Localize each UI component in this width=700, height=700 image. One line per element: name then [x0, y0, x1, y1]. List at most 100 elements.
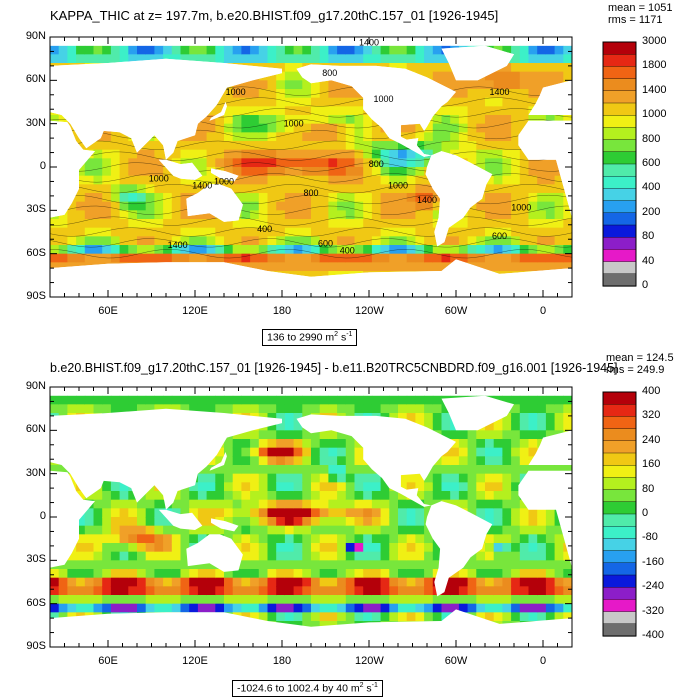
top-field-cell — [163, 167, 173, 177]
top-colorbar-label: 1400 — [642, 83, 667, 96]
top-colorbar-box — [602, 102, 637, 116]
top-field-cell — [258, 54, 269, 64]
top-field-cell — [502, 97, 512, 107]
top-colorbar-box — [602, 273, 637, 287]
bottom-field-cell — [241, 491, 251, 501]
bottom-field-cell — [519, 508, 530, 518]
top-field-cell — [398, 54, 408, 64]
bottom-field-cell — [224, 447, 234, 457]
bottom-field-cell — [380, 508, 390, 518]
bottom-field-cell — [502, 447, 512, 457]
bottom-field-cell — [467, 586, 477, 596]
top-field-cell — [119, 193, 129, 203]
bottom-field-cell — [102, 395, 112, 405]
top-field-cell — [197, 175, 208, 185]
top-field-cell — [163, 193, 173, 203]
top-field-cell — [337, 80, 347, 90]
bottom-field-cell — [137, 499, 147, 509]
bottom-field-cell — [458, 569, 469, 579]
top-field-cell — [206, 54, 216, 64]
bottom-field-cell — [563, 577, 572, 587]
bottom-lat-label: 90N — [25, 380, 46, 392]
top-field-cell — [458, 141, 469, 151]
top-field-cell — [537, 245, 547, 255]
top-field-cell — [50, 253, 60, 263]
top-field-cell — [58, 227, 68, 237]
top-field-cell — [476, 149, 486, 159]
top-field-cell — [110, 227, 121, 237]
bottom-field-cell — [476, 499, 486, 509]
top-field-cell — [363, 227, 373, 237]
top-field-cell — [363, 132, 373, 142]
top-field-cell — [232, 97, 242, 107]
bottom-field-cell — [554, 517, 564, 527]
top-field-cell — [415, 45, 425, 55]
bottom-field-cell — [284, 491, 295, 501]
bottom-field-cell — [380, 603, 390, 613]
top-field-cell — [458, 219, 469, 229]
top-field-cell — [293, 245, 303, 255]
top-field-cell — [258, 149, 269, 159]
bottom-field-cell — [102, 595, 112, 605]
bottom-field-cell — [415, 413, 425, 423]
bottom-field-cell — [250, 525, 260, 535]
bottom-field-cell — [302, 465, 312, 475]
top-field-cell — [337, 236, 347, 246]
top-field-cell — [528, 184, 538, 194]
bottom-field-cell — [293, 577, 303, 587]
top-field-cell — [337, 219, 347, 229]
bottom-field-cell — [328, 577, 338, 587]
top-contour-label: 1400 — [417, 195, 437, 205]
bottom-field-cell — [102, 404, 112, 414]
bottom-field-cell — [493, 560, 503, 570]
bottom-field-cell — [215, 465, 225, 475]
top-field-cell — [171, 184, 182, 194]
top-field-cell — [493, 132, 503, 142]
bottom-field-cell — [319, 499, 329, 509]
bottom-lat-label: 30S — [26, 553, 46, 566]
top-field-cell — [284, 227, 295, 237]
bottom-field-cell — [258, 551, 269, 561]
top-field-cell — [493, 167, 503, 177]
top-field-cell — [493, 236, 503, 246]
bottom-field-cell — [154, 508, 164, 518]
top-field-cell — [302, 227, 312, 237]
bottom-field-cell — [311, 551, 321, 561]
top-field-cell — [389, 63, 399, 73]
bottom-field-cell — [371, 586, 382, 596]
top-field-cell — [476, 219, 486, 229]
bottom-field-cell — [197, 473, 208, 483]
top-field-cell — [267, 245, 277, 255]
bottom-field-cell — [406, 595, 416, 605]
top-field-cell — [328, 262, 338, 272]
bottom-field-cell — [250, 603, 260, 613]
bottom-field-cell — [110, 499, 121, 509]
bottom-field-cell — [511, 569, 521, 579]
bottom-field-cell — [189, 534, 199, 544]
top-field-cell — [189, 184, 199, 194]
top-field-cell — [502, 184, 512, 194]
top-field-cell — [380, 236, 390, 246]
top-field-cell — [241, 132, 251, 142]
top-field-cell — [398, 149, 408, 159]
top-field-cell — [537, 63, 547, 73]
top-land-mask-overlay — [211, 168, 239, 182]
top-field-cell — [389, 167, 399, 177]
top-field-cell — [128, 245, 138, 255]
top-field-cell — [137, 175, 147, 185]
top-field-cell — [302, 80, 312, 90]
top-field-cell — [232, 141, 242, 151]
bottom-field-cell — [528, 439, 538, 449]
top-field-cell — [502, 123, 512, 133]
top-field-cell — [128, 184, 138, 194]
top-field-cell — [563, 115, 572, 125]
top-field-cell — [511, 106, 521, 116]
bottom-field-cell — [93, 595, 103, 605]
top-field-cell — [241, 115, 251, 125]
top-field-cell — [450, 89, 460, 99]
bottom-field-cell — [380, 577, 390, 587]
bottom-field-cell — [224, 499, 234, 509]
bottom-field-cell — [389, 395, 399, 405]
top-field-cell — [293, 175, 303, 185]
top-field-cell — [224, 175, 234, 185]
